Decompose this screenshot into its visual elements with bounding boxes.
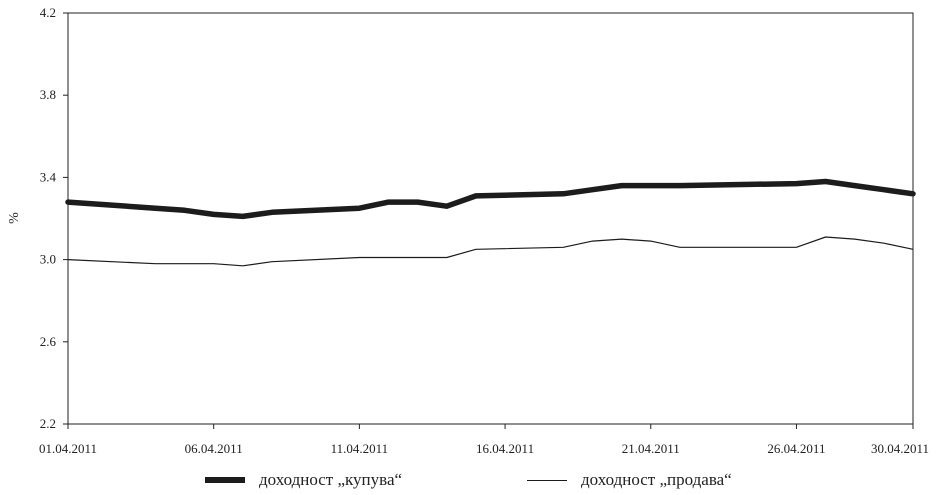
legend-label-sell: доходност „продава“ — [581, 470, 732, 489]
y-tick-label: 3.8 — [40, 87, 56, 102]
y-tick-label: 3.4 — [40, 169, 57, 184]
y-tick-label: 2.6 — [40, 334, 57, 349]
x-tick-label: 01.04.2011 — [39, 441, 97, 456]
y-tick-label: 3.0 — [40, 252, 56, 267]
legend: доходност „купува“ доходност „продава“ — [0, 468, 944, 495]
legend-item-sell: доходност „продава“ — [527, 468, 732, 492]
legend-swatch-sell — [527, 479, 567, 481]
series-layer — [65, 178, 916, 267]
x-tick-label: 30.04.2011 — [871, 441, 929, 456]
x-tick-label: 21.04.2011 — [622, 441, 680, 456]
plot-area — [67, 12, 914, 425]
x-tick-label: 11.04.2011 — [331, 441, 389, 456]
y-axis: 2.2 2.6 3.0 3.4 3.8 4.2 — [40, 5, 68, 431]
x-tick-label: 16.04.2011 — [476, 441, 534, 456]
line-chart: 2.2 2.6 3.0 3.4 3.8 4.2 01.04.2011 06.04.2011 1… — [7, 5, 929, 456]
legend-label-buy: доходност „купува“ — [259, 470, 403, 489]
legend-item-buy: доходност „купува“ — [205, 468, 402, 492]
x-tick-label: 06.04.2011 — [185, 441, 243, 456]
series-line-buy — [65, 178, 916, 220]
x-axis: 01.04.2011 06.04.2011 11.04.2011 16.04.2011… — [39, 424, 929, 456]
x-tick-label: 26.04.2011 — [767, 441, 825, 456]
y-tick-label: 4.2 — [40, 5, 56, 20]
y-axis-title: % — [7, 212, 22, 224]
legend-swatch-buy — [205, 477, 245, 483]
y-tick-label: 2.2 — [40, 416, 56, 431]
series-line-sell — [67, 236, 914, 267]
